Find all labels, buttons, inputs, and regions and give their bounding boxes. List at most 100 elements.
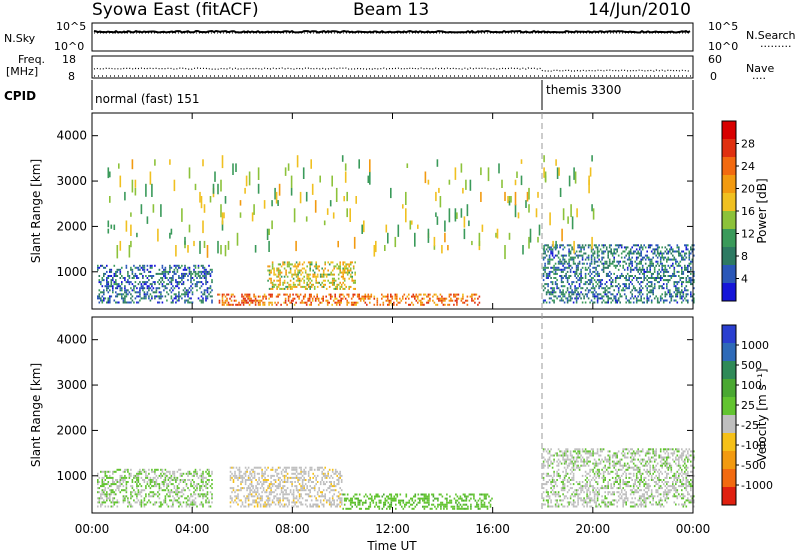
heatmap-cell	[433, 293, 436, 296]
heatmap-cell	[572, 270, 575, 273]
heatmap-cell	[542, 464, 545, 467]
heatmap-cell	[136, 487, 138, 490]
heatmap-cell	[568, 258, 570, 261]
heatmap-cell	[565, 450, 567, 453]
heatmap-cell	[604, 293, 606, 296]
heatmap-cell	[557, 495, 560, 498]
heatmap-cell	[631, 268, 633, 271]
heatmap-cell	[277, 275, 280, 278]
heatmap-cell	[571, 493, 573, 496]
heatmap-cell	[203, 493, 206, 496]
heatmap-cell	[572, 499, 575, 502]
heatmap-cell	[316, 265, 319, 268]
heatmap-cell	[103, 491, 105, 494]
heatmap-cell	[277, 271, 280, 274]
heatmap-cell	[650, 250, 653, 253]
heatmap-cell	[644, 277, 647, 279]
heatmap-cell	[206, 497, 209, 500]
heatmap-cell	[167, 279, 170, 282]
heatmap-cell	[625, 301, 627, 304]
heatmap-cell	[402, 297, 404, 300]
heatmap-cell	[136, 287, 138, 290]
heatmap-cell	[580, 246, 582, 249]
heatmap-cell	[377, 495, 379, 498]
heatmap-cell	[262, 303, 264, 306]
heatmap-cell	[131, 295, 134, 298]
heatmap-cell	[119, 293, 122, 296]
heatmap-cell	[336, 474, 338, 477]
heatmap-cell	[545, 293, 548, 296]
heatmap-cell	[337, 483, 340, 486]
heatmap-cell	[395, 497, 397, 500]
heatmap-cell	[545, 499, 548, 502]
heatmap-cell	[104, 266, 107, 269]
heatmap-cell	[544, 266, 546, 269]
heatmap-cell	[417, 497, 420, 500]
heatmap-cell	[248, 171, 251, 186]
heatmap-cell	[369, 171, 371, 185]
heatmap-cell	[602, 499, 605, 502]
heatmap-cell	[470, 505, 472, 508]
heatmap-cell	[175, 295, 177, 298]
heatmap-cell	[261, 497, 263, 500]
heatmap-cell	[277, 301, 279, 304]
heatmap-cell	[607, 254, 609, 257]
heatmap-cell	[199, 240, 201, 254]
heatmap-cell	[587, 464, 590, 467]
heatmap-cell	[161, 470, 164, 473]
heatmap-cell	[190, 501, 192, 504]
heatmap-cell	[178, 483, 180, 486]
heatmap-cell	[315, 263, 317, 266]
heatmap-cell	[167, 272, 170, 275]
heatmap-cell	[167, 505, 170, 508]
heatmap-cell	[437, 497, 439, 500]
heatmap-cell	[175, 264, 177, 267]
heatmap-cell	[608, 291, 611, 294]
heatmap-cell	[121, 297, 123, 300]
heatmap-cell	[330, 503, 332, 506]
heatmap-cell	[145, 470, 147, 473]
heatmap-cell	[589, 460, 591, 463]
freq-tick-top: 18	[62, 53, 76, 66]
heatmap-cell	[650, 262, 653, 265]
heatmap-cell	[313, 503, 316, 506]
heatmap-cell	[131, 277, 134, 279]
heatmap-cell	[684, 289, 686, 292]
heatmap-cell	[635, 248, 638, 251]
heatmap-cell	[551, 248, 554, 251]
heatmap-cell	[124, 476, 126, 479]
heatmap-cell	[389, 493, 391, 496]
heatmap-cell	[258, 472, 260, 475]
heatmap-cell	[583, 458, 585, 461]
heatmap-cell	[487, 167, 490, 182]
heatmap-cell	[343, 295, 345, 298]
heatmap-cell	[152, 275, 155, 277]
heatmap-cell	[261, 476, 263, 479]
heatmap-cell	[249, 491, 251, 494]
heatmap-cell	[678, 289, 680, 292]
heatmap-cell	[164, 479, 167, 481]
heatmap-cell	[190, 301, 192, 304]
heatmap-cell	[595, 476, 597, 479]
heatmap-cell	[675, 285, 677, 288]
heatmap-cell	[286, 293, 288, 296]
heatmap-cell	[175, 293, 177, 296]
heatmap-cell	[263, 303, 266, 306]
heatmap-cell	[149, 299, 152, 302]
heatmap-cell	[172, 470, 174, 473]
heatmap-cell	[267, 487, 269, 490]
heatmap-cell	[571, 297, 573, 300]
heatmap-cell	[617, 244, 620, 247]
heatmap-cell	[276, 493, 278, 496]
heatmap-cell	[258, 476, 260, 479]
heatmap-cell	[682, 295, 685, 298]
heatmap-cell	[101, 503, 104, 506]
heatmap-cell	[587, 272, 590, 275]
heatmap-cell	[622, 289, 624, 292]
heatmap-cell	[593, 472, 596, 475]
heatmap-cell	[118, 487, 120, 490]
heatmap-cell	[241, 293, 243, 296]
heatmap-cell	[122, 495, 125, 498]
heatmap-cell	[451, 299, 454, 302]
heatmap-cell	[256, 489, 259, 492]
